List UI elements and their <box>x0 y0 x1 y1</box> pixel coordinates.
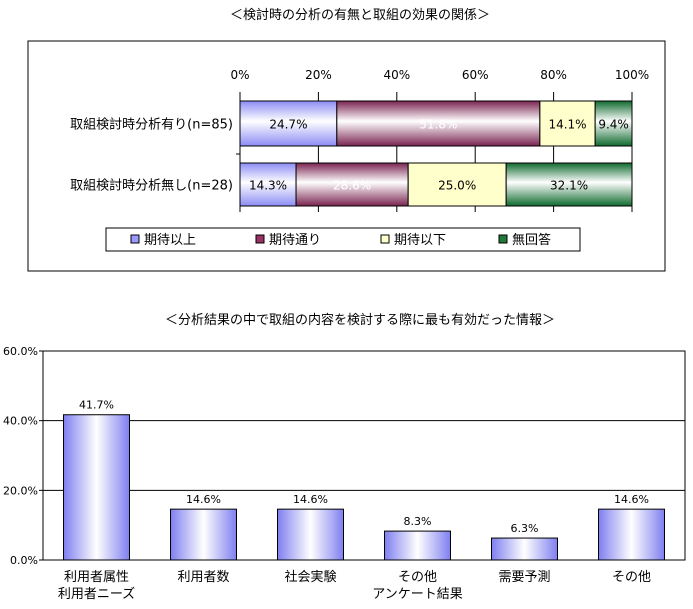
chart2-category-label: 利用者ニーズ <box>58 586 135 602</box>
chart1-bars <box>239 100 633 207</box>
chart1-x-tick-label: 0% <box>230 68 249 82</box>
chart2-bar <box>384 530 451 561</box>
chart1-data-label: 32.1% <box>550 179 588 193</box>
chart2-data-label: 8.3% <box>404 515 432 528</box>
chart2-data-label: 41.7% <box>79 399 114 412</box>
chart1-data-labels: 24.7% 51.8% 14.1% 9.4% 14.3% 28.6% 25.0% 32.1% <box>249 118 629 193</box>
chart1-data-label: 51.8% <box>419 118 457 132</box>
chart1-legend-swatch <box>255 234 265 244</box>
chart1-data-label: 25.0% <box>438 179 476 193</box>
chart1-legend-box <box>105 227 581 252</box>
chart2-category-label: 需要予測 <box>498 570 550 585</box>
chart2-bar <box>63 414 130 561</box>
chart2-gridlines <box>39 350 685 561</box>
chart1-bar-segment <box>239 100 338 147</box>
chart2-y-tick-label: 60.0% <box>3 345 38 358</box>
chart2-y-tick-label: 20.0% <box>3 484 38 497</box>
chart1-category-label: 取組検討時分析有り(n=85) <box>70 117 233 133</box>
chart1-x-tick-labels: 0% 20% 40% 60% 80% 100% <box>230 68 649 82</box>
chart1-legend-label: 期待以下 <box>394 233 446 248</box>
chart1-legend-label: 期待以上 <box>144 233 196 248</box>
chart1-data-label: 14.1% <box>548 118 586 132</box>
chart2-bar <box>491 537 558 561</box>
chart2-bar <box>170 508 237 561</box>
chart1-legend-label: 期待通り <box>269 233 321 248</box>
chart1-x-tick-label: 80% <box>540 68 567 82</box>
chart1-bar-segment <box>594 100 633 147</box>
chart2-data-label: 14.6% <box>293 493 328 506</box>
chart1-bar-segment <box>295 162 409 207</box>
chart1-legend-label: 無回答 <box>512 232 551 248</box>
chart2-bar <box>598 508 665 561</box>
chart2-y-tick-labels: 0.0% 20.0% 40.0% 60.0% <box>3 345 38 567</box>
chart1-legend-swatch <box>498 234 508 244</box>
chart1-bar-segment <box>505 162 633 207</box>
chart1-x-tick-label: 100% <box>615 68 649 82</box>
chart1-category-label: 取組検討時分析無し(n=28) <box>70 178 233 194</box>
chart1-legend: 期待以上 期待通り 期待以下 無回答 <box>105 227 581 252</box>
chart1-data-label: 14.3% <box>249 179 287 193</box>
chart2-bar <box>277 508 344 561</box>
chart1-data-label: 28.6% <box>333 179 371 193</box>
chart2-data-labels: 41.7% 14.6% 14.6% 8.3% 6.3% 14.6% <box>79 399 649 535</box>
chart2-category-label: その他 <box>612 570 651 585</box>
chart2-y-tick-label: 0.0% <box>10 554 38 567</box>
chart1-legend-swatch <box>380 234 390 244</box>
chart1-bar-segment <box>336 100 541 147</box>
chart2-data-label: 14.6% <box>614 493 649 506</box>
chart1-category-labels: 取組検討時分析有り(n=85) 取組検討時分析無し(n=28) <box>70 117 233 194</box>
chart1-x-tick-label: 40% <box>383 68 410 82</box>
chart1-title: ＜検討時の分析の有無と取組の効果の関係＞ <box>230 7 490 23</box>
chart1-x-tick-label: 20% <box>305 68 332 82</box>
chart2-category-label: 利用者数 <box>177 570 229 585</box>
chart2-category-label: 社会実験 <box>284 569 336 585</box>
chart2-category-label: 利用者属性 <box>64 570 129 585</box>
chart1-data-label: 9.4% <box>598 118 629 132</box>
chart2-y-tick-label: 40.0% <box>3 415 38 428</box>
chart2-category-label: その他 <box>398 570 437 585</box>
chart1-frame <box>27 40 666 272</box>
chart2-bars <box>63 414 665 561</box>
chart2-data-label: 6.3% <box>511 522 539 535</box>
chart1-data-label: 24.7% <box>269 118 307 132</box>
chart2-data-label: 14.6% <box>186 493 221 506</box>
chart2-plot-area <box>42 350 686 561</box>
chart1-legend-swatch <box>130 234 140 244</box>
chart1-x-tick-label: 60% <box>462 68 489 82</box>
chart2-title: ＜分析結果の中で取組の内容を検討する際に最も有効だった情報＞ <box>165 312 555 328</box>
chart2-category-label: アンケート結果 <box>372 587 462 602</box>
